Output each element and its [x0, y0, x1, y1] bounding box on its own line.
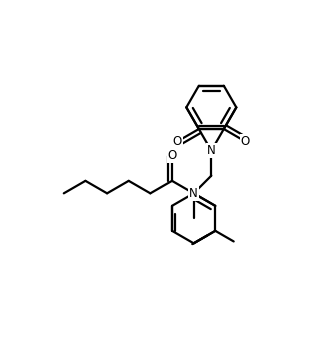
Text: O: O — [241, 135, 250, 148]
Text: N: N — [189, 187, 198, 200]
Text: N: N — [207, 144, 216, 157]
Text: O: O — [167, 149, 177, 162]
Text: O: O — [173, 135, 182, 148]
